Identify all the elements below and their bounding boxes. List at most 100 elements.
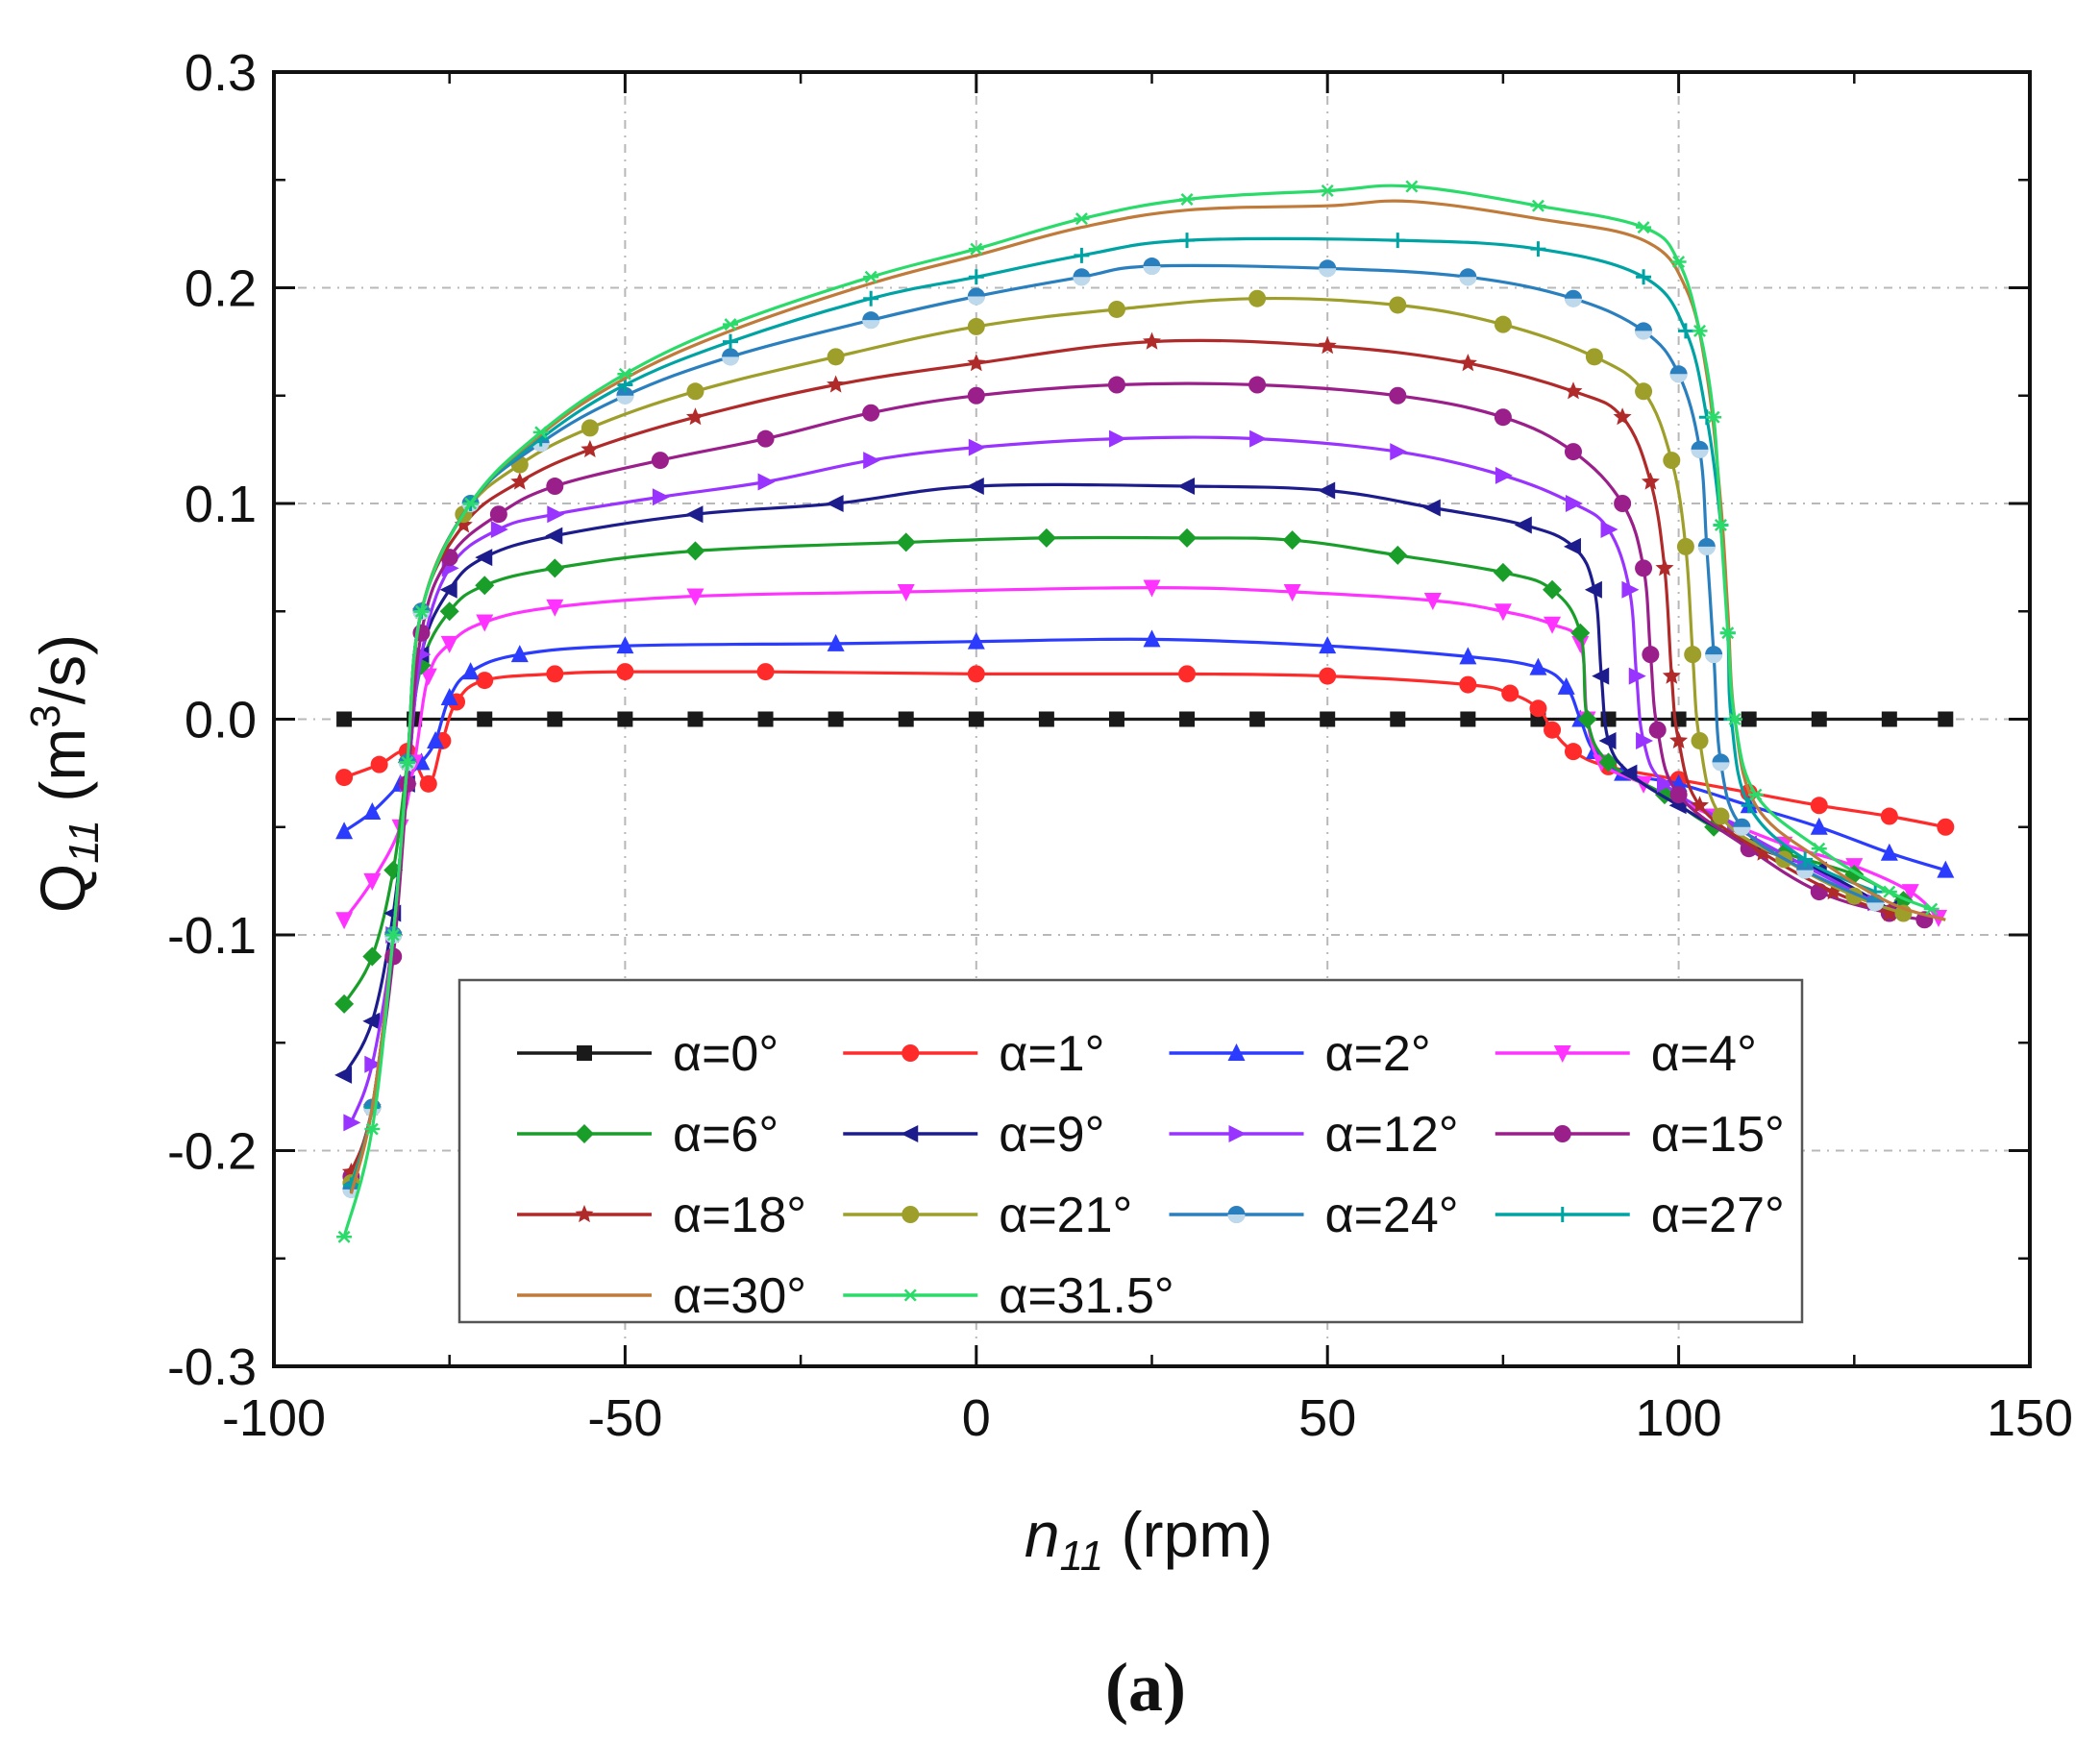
series-13-point [723,318,739,331]
series-10-point-half [1705,654,1723,664]
series-10-point-half [1143,266,1161,276]
series-13-point [1636,221,1652,234]
series-5-point [1422,499,1441,517]
legend-swatch-marker [577,1045,592,1061]
series-0-point [1249,711,1266,727]
series-10-point-half [1669,374,1688,383]
legend-swatch-marker [902,1206,920,1223]
series-10-point-half [862,320,880,330]
series-0-point [687,711,704,727]
legend-label: α=30° [673,1268,806,1324]
series-0-point [1390,711,1406,727]
series-9-point [1684,646,1702,664]
series-3-point [335,912,354,930]
series-4-point [545,558,565,578]
series-10-point [1705,646,1723,664]
series-3-point [1423,593,1442,611]
y-tick-label: -0.3 [167,1338,257,1396]
x-tick-label: 0 [962,1389,991,1447]
series-6-point [1108,429,1126,448]
series-2-point [1557,676,1575,695]
series-8-point [1143,331,1161,350]
legend-label: α=2° [1325,1026,1431,1082]
series-10-point-half [1459,277,1477,286]
legend-item: α=0° [517,1026,778,1082]
legend-swatch-marker [902,1044,920,1062]
series-6-point [364,1055,383,1073]
series-6-point [652,488,670,506]
series-1-point [1529,699,1547,718]
series-6-point [968,438,986,456]
series-0-point [477,711,493,727]
series-4-point [1388,545,1408,565]
series-7-point [1614,495,1632,512]
legend-item: α=15° [1495,1107,1785,1163]
series-13-point [532,426,549,439]
series-4-point [439,601,459,622]
series-3-point [419,668,437,686]
series-6-point [547,505,565,524]
legend-item: α=1° [843,1026,1104,1082]
series-13-point [1692,324,1708,337]
legend-swatch-marker [575,1205,594,1223]
series-9-point [967,317,985,335]
y-tick-label: 0.0 [185,692,257,749]
series-8-point [510,472,530,490]
series-10-point-half [1564,298,1582,307]
series-2-point [363,802,382,821]
series-13-point [1713,518,1729,531]
series-10-point [722,348,740,366]
series-1-point [1319,667,1337,685]
series-10-point [616,386,634,405]
series-10-point-half [1796,870,1815,879]
series-0-point [1460,711,1476,727]
x-axis-label-sub: 11 [1060,1533,1104,1580]
series-7-point [862,404,880,422]
series-10-point [967,287,985,306]
series-0-point [898,711,914,727]
series-2-point [335,822,354,840]
series-0-point [1741,711,1757,727]
series-6-point [1495,466,1513,484]
legend-label: α=4° [1651,1026,1757,1082]
series-8-point [1655,558,1674,577]
x-tick-label: 100 [1636,1389,1722,1447]
series-6 [343,429,1886,1132]
series-5-point [1318,481,1336,500]
series-10-point-half [1733,826,1751,836]
series-5-point [1598,731,1617,749]
series-13-point [1320,184,1336,197]
series-5-point [545,527,563,545]
series-2-point [427,730,445,748]
series-9-point [686,382,704,401]
series-5-point [334,1066,353,1084]
series-13-point [413,604,430,618]
series-10-point-half [967,296,985,306]
series-10-point [1697,537,1716,555]
series-5-point [475,549,493,567]
series-3-point [1494,603,1512,622]
series-10-point [1669,365,1688,383]
y-tick-label: -0.1 [167,907,257,965]
series-10-point [1796,861,1815,879]
series-13-point [399,755,415,769]
series-7-point [489,505,507,524]
y-tick-label: 0.1 [185,476,257,533]
series-6-point [1656,774,1674,793]
series-1-point [1810,797,1828,815]
series-11-point [1677,323,1693,339]
series-10-point-half [1073,277,1091,286]
legend-item: α=6° [517,1107,778,1163]
series-9-point [1248,289,1267,307]
series-4-point [334,994,355,1014]
axis-labels: n11 (rpm) Q11 (m3/s) (a) [22,634,1272,1726]
series-layer [334,180,1955,1243]
series-1-point [1880,807,1898,825]
legend-swatch-marker [1553,1045,1571,1063]
legend-item: α=27° [1495,1188,1785,1243]
series-6-point [863,452,881,470]
legend-item: α=30° [517,1268,806,1324]
series-9-point [827,348,845,366]
series-5-point [1592,667,1610,685]
y-axis-label-unit-sup: 3 [22,704,69,727]
